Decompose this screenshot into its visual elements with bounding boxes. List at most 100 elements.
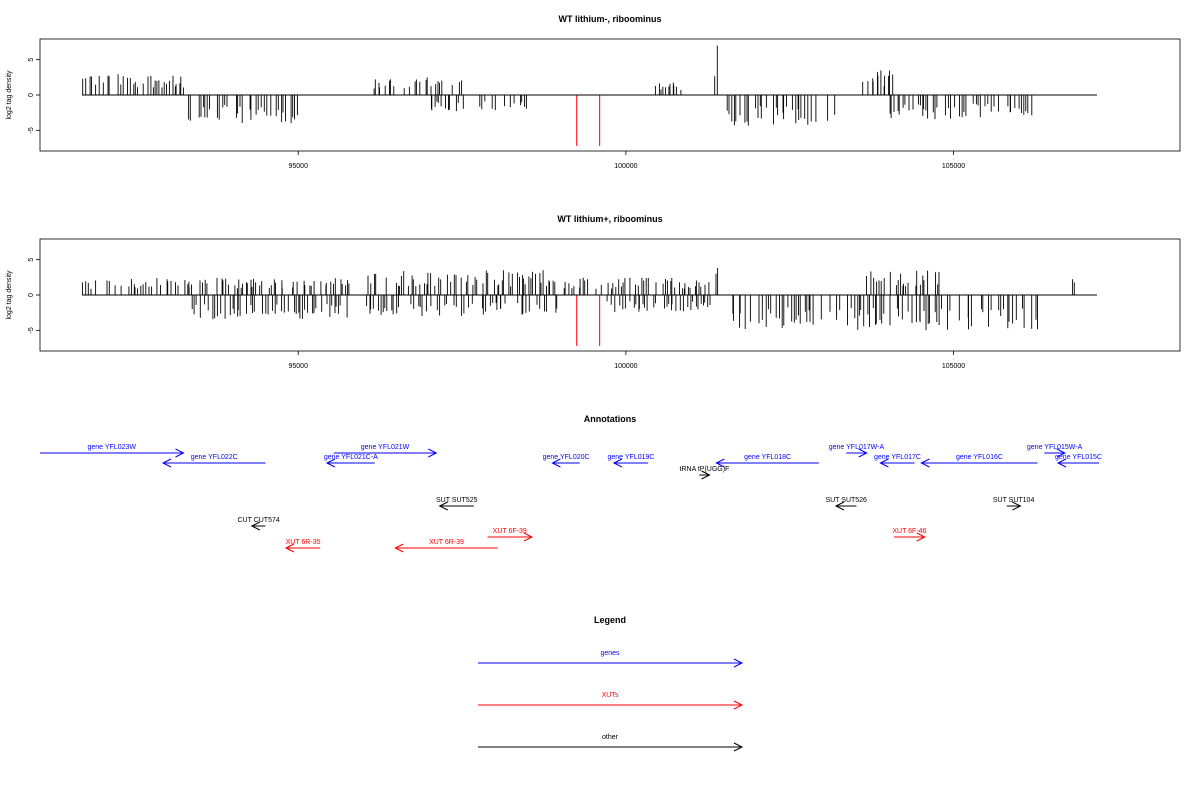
feature-sut-sut104: SUT SUT104	[993, 497, 1035, 511]
feature-label: CUT CUT574	[237, 517, 279, 524]
arrow-head	[733, 742, 744, 752]
legend-label: genes	[600, 650, 620, 657]
feature-gene-yfl017w-a: gene YFL017W-A	[829, 444, 884, 458]
feature-gene-yfl023w: gene YFL023W	[40, 444, 185, 458]
feature-arrow	[478, 700, 744, 710]
feature-arrow	[846, 448, 868, 458]
y-tick-label: 5	[28, 58, 35, 62]
feature-gene-yfl021c-a: gene YFL021C-A	[324, 454, 378, 468]
density-bars	[81, 268, 1075, 331]
feature-label: XUT 6R-35	[286, 539, 321, 546]
feature-gene-yfl015c: gene YFL015C	[1055, 454, 1102, 468]
feature-arrow	[478, 742, 744, 752]
feature-arrow	[333, 448, 438, 458]
legend-label: XUTs	[602, 692, 619, 699]
feature-gene-yfl019c: gene YFL019C	[608, 454, 655, 468]
feature-arrow	[394, 543, 498, 553]
legend-item-other: other	[478, 734, 744, 752]
arrow-head	[161, 458, 172, 468]
chart-title: WT lithium+, riboominus	[557, 214, 662, 224]
feature-label: XUT 6R-39	[429, 539, 464, 546]
feature-arrow	[1044, 448, 1066, 458]
feature-label: XUT 6F-46	[892, 528, 926, 535]
x-tick-label: 95000	[289, 363, 309, 370]
x-tick-label: 100000	[614, 363, 637, 370]
legend-label: other	[602, 734, 619, 741]
feature-arrow	[250, 521, 266, 531]
legend-item-xuts: XUTs	[478, 692, 744, 710]
y-tick-label: -5	[28, 127, 35, 133]
feature-arrow	[478, 658, 744, 668]
feature-gene-yfl015w-a: gene YFL015W-A	[1027, 444, 1083, 458]
feature-xut-6f-46: XUT 6F-46	[892, 528, 927, 542]
arrow-head	[701, 470, 711, 480]
arrow-head	[1012, 501, 1022, 511]
y-tick-label: 0	[28, 93, 35, 97]
feature-gene-yfl020c: gene YFL020C	[543, 454, 590, 468]
feature-label: XUT 6F-39	[493, 528, 527, 535]
feature-trna-tp-ugg-f: tRNA tP(UGG)F	[680, 466, 730, 480]
feature-arrow	[1056, 458, 1100, 468]
arrow-head	[325, 458, 336, 468]
x-tick-label: 105000	[942, 363, 965, 370]
feature-gene-yfl016c: gene YFL016C	[920, 454, 1038, 468]
arrow-head	[250, 521, 261, 531]
x-tick-label: 105000	[942, 163, 965, 170]
feature-arrow	[612, 458, 649, 468]
x-tick-label: 100000	[614, 163, 637, 170]
arrow-head	[523, 532, 534, 542]
y-tick-label: 5	[28, 258, 35, 262]
feature-arrow	[284, 543, 321, 553]
feature-label: gene YFL017C	[874, 454, 921, 461]
feature-label: gene YFL015W-A	[1027, 444, 1083, 451]
feature-arrow	[40, 448, 185, 458]
feature-gene-yfl022c: gene YFL022C	[161, 454, 266, 468]
feature-label: gene YFL021W	[361, 444, 410, 451]
feature-label: gene YFL018C	[744, 454, 791, 461]
legend: Legend genes XUTs other	[478, 615, 744, 752]
arrow-head	[715, 458, 725, 468]
arrow-head	[879, 458, 889, 468]
chart-title: WT lithium-, riboominus	[559, 14, 662, 24]
arrow-head	[733, 658, 744, 668]
arrow-head	[175, 448, 185, 458]
feature-label: gene YFL015C	[1055, 454, 1102, 461]
feature-arrow	[551, 458, 580, 468]
y-axis-label: log2 tag density	[6, 270, 13, 320]
feature-label: gene YFL019C	[608, 454, 655, 461]
feature-label: SUT SUT525	[436, 497, 478, 504]
feature-sut-sut526: SUT SUT526	[825, 497, 867, 511]
track-panel-1: WT lithium-, riboominus log2 tag density 5…	[6, 14, 1181, 170]
feature-xut-6r-39: XUT 6R-39	[394, 539, 498, 553]
arrow-head	[1056, 448, 1066, 458]
y-axis-label: log2 tag density	[6, 70, 13, 120]
feature-arrow	[879, 458, 915, 468]
legend-item-genes: genes	[478, 650, 744, 668]
arrow-head	[1056, 458, 1067, 468]
feature-arrow	[487, 532, 534, 542]
arrow-head	[916, 532, 926, 542]
feature-label: gene YFL016C	[956, 454, 1003, 461]
feature-label: SUT SUT104	[993, 497, 1035, 504]
arrow-head	[834, 501, 845, 511]
arrow-head	[612, 458, 623, 468]
feature-arrow	[894, 532, 926, 542]
arrow-head	[428, 448, 438, 458]
arrow-head	[394, 543, 404, 553]
feature-arrow	[715, 458, 819, 468]
feature-label: gene YFL021C-A	[324, 454, 378, 461]
arrow-head	[920, 458, 930, 468]
feature-arrow	[920, 458, 1038, 468]
feature-arrow	[325, 458, 375, 468]
arrow-head	[551, 458, 561, 468]
arrow-head	[733, 700, 744, 710]
feature-label: gene YFL023W	[87, 444, 136, 451]
arrow-head	[284, 543, 295, 553]
x-tick-label: 95000	[289, 163, 309, 170]
feature-gene-yfl018c: gene YFL018C	[715, 454, 819, 468]
arrow-head	[438, 501, 448, 511]
feature-label: tRNA tP(UGG)F	[680, 466, 730, 473]
feature-arrow	[438, 501, 474, 511]
feature-arrow	[161, 458, 266, 468]
